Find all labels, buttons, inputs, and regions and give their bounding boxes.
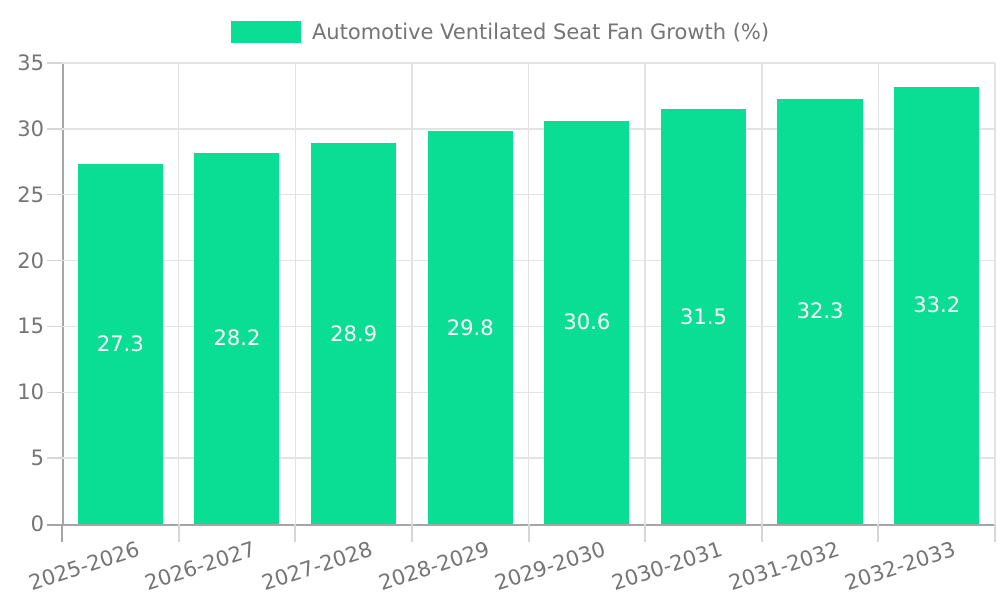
gridline-vertical	[877, 63, 880, 524]
y-axis-tick-label: 10	[17, 380, 44, 405]
y-axis-tick-label: 15	[17, 314, 44, 339]
x-tick-mark	[410, 524, 413, 542]
x-axis-tick-label: 2029-2030	[492, 536, 609, 596]
x-axis-tick-label: 2032-2033	[842, 536, 959, 596]
gridline-vertical	[644, 63, 646, 524]
x-tick-mark	[294, 524, 297, 542]
gridline-vertical	[411, 63, 413, 524]
plot-area: 0 5 10 15 20 25 30 35 27.3 2025-2026 28.2 2026-2027…	[17, 51, 996, 595]
x-tick-mark	[644, 524, 647, 542]
x-axis-tick-label: 2026-2027	[142, 536, 259, 596]
gridline-vertical	[761, 63, 763, 524]
gridline-vertical	[527, 63, 530, 524]
y-tick-mark	[47, 193, 62, 196]
legend-swatch	[230, 21, 301, 43]
legend: Automotive Ventilated Seat Fan Growth (%…	[0, 19, 1000, 45]
y-axis-tick-label: 5	[30, 446, 44, 471]
x-tick-mark	[877, 524, 880, 542]
bar[interactable]	[194, 152, 280, 524]
y-axis-tick-label: 20	[17, 248, 44, 273]
bar-value-label: 28.9	[330, 321, 377, 346]
x-axis-tick-label: 2031-2032	[725, 536, 842, 596]
bar-value-label: 30.6	[563, 310, 611, 335]
x-axis-tick-label: 2027-2028	[259, 536, 376, 596]
y-axis-tick-label: 25	[17, 182, 44, 207]
x-axis-tick-label: 2028-2029	[375, 536, 492, 596]
bar-value-label: 28.2	[213, 326, 261, 351]
x-tick-mark	[760, 524, 763, 542]
x-axis-tick-label: 2030-2031	[608, 536, 726, 596]
bar-value-label: 31.5	[680, 304, 727, 329]
y-axis-tick-label: 0	[30, 512, 44, 536]
y-axis-line	[62, 63, 64, 524]
bar-value-label: 29.8	[446, 315, 494, 340]
y-axis-tick-label: 35	[17, 51, 44, 75]
bar[interactable]	[310, 143, 397, 524]
bar[interactable]	[660, 109, 746, 524]
gridline-vertical	[294, 63, 296, 524]
y-tick-mark	[47, 391, 62, 394]
bar-value-label: 33.2	[913, 293, 961, 318]
gridline-vertical	[994, 63, 996, 524]
y-axis-tick-label: 30	[17, 116, 44, 141]
legend-item[interactable]: Automotive Ventilated Seat Fan Growth (%…	[230, 19, 770, 45]
bar[interactable]	[544, 120, 630, 524]
bar[interactable]	[77, 164, 163, 524]
x-axis-line	[47, 524, 995, 526]
bar[interactable]	[427, 131, 513, 524]
y-tick-mark	[47, 128, 62, 130]
x-tick-mark	[61, 524, 63, 542]
bar[interactable]	[777, 98, 863, 524]
x-tick-mark	[527, 524, 530, 542]
legend-label: Automotive Ventilated Seat Fan Growth (%…	[311, 20, 770, 44]
x-tick-mark	[177, 524, 180, 542]
y-tick-mark	[47, 259, 62, 262]
bar-value-label: 32.3	[796, 299, 844, 324]
x-axis-tick-label: 2025-2026	[25, 536, 143, 596]
gridline-vertical	[177, 63, 180, 524]
y-tick-mark	[47, 457, 62, 459]
bar-value-label: 27.3	[96, 332, 144, 357]
x-tick-mark	[994, 524, 996, 542]
bar[interactable]	[894, 86, 980, 524]
y-tick-mark	[47, 325, 62, 328]
y-tick-mark	[47, 62, 62, 64]
